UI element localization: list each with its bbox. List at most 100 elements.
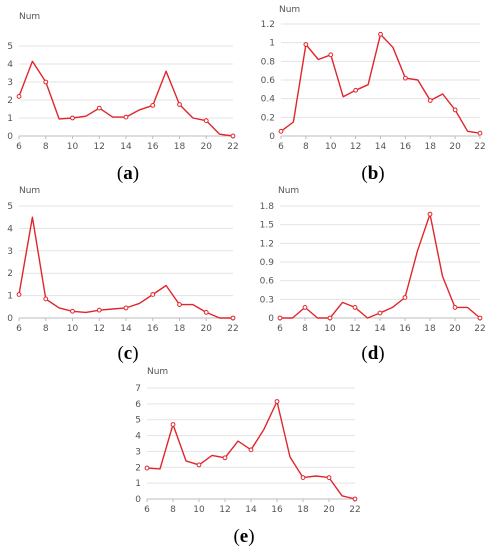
panel-caption: (a) xyxy=(117,163,139,184)
grid-lines xyxy=(147,387,355,484)
y-axis-label: Num xyxy=(19,186,40,196)
x-tick-label: 22 xyxy=(349,505,360,515)
panel-caption-letter: a xyxy=(123,163,133,184)
data-point xyxy=(352,496,358,502)
data-point xyxy=(16,94,22,99)
y-axis-label: Num xyxy=(19,12,40,22)
x-tick-label: 18 xyxy=(424,324,436,334)
data-point xyxy=(377,310,383,316)
x-tick-label: 8 xyxy=(303,142,309,152)
x-tick-label: 10 xyxy=(67,142,79,152)
x-tick-label: 8 xyxy=(170,505,176,515)
panel-caption-letter: e xyxy=(240,526,248,547)
data-point xyxy=(278,128,284,134)
axes xyxy=(18,135,234,139)
x-tick-label: 22 xyxy=(474,142,485,152)
chart-panel-d: Num 00.30.60.91.21.51.86 8 10 12 14 16 18 20 22 … xyxy=(260,186,486,364)
y-tick-label: 1 xyxy=(269,39,275,49)
y-tick-label: 0.6 xyxy=(260,277,275,287)
x-tick-label: 14 xyxy=(245,505,257,515)
x-tick-label: 20 xyxy=(449,324,461,334)
x-tick-label: 6 xyxy=(277,324,283,334)
data-point xyxy=(177,102,182,107)
data-point xyxy=(477,315,483,321)
data-point xyxy=(123,305,129,311)
grid-lines xyxy=(19,205,233,297)
panel-caption-letter: d xyxy=(368,343,379,364)
data-point xyxy=(277,315,283,321)
panel-caption-letter: c xyxy=(124,343,132,364)
data-point xyxy=(230,133,236,139)
x-tick-label: 22 xyxy=(474,324,485,334)
axes xyxy=(18,317,234,321)
data-point xyxy=(170,422,176,427)
y-tick-label: 5 xyxy=(7,42,13,52)
y-tick-label: 3 xyxy=(135,447,141,457)
x-tick-label: 22 xyxy=(227,142,238,152)
tick-labels: 0 0.2 0.4 0.6 0.8 1 1.2 6 8 10 12 14 16 18 20 22 xyxy=(261,20,486,152)
data-point xyxy=(230,315,236,321)
data-point xyxy=(302,305,308,310)
data-point xyxy=(427,98,433,103)
y-tick-label: 3 xyxy=(7,247,13,257)
x-tick-label: 6 xyxy=(144,505,150,515)
grid-lines xyxy=(19,45,233,119)
x-tick-label: 12 xyxy=(219,505,230,515)
series-line xyxy=(280,213,481,319)
data-point xyxy=(43,79,49,85)
y-tick-label: 1.2 xyxy=(261,20,275,30)
y-tick-label: 0 xyxy=(7,314,13,324)
y-axis-label: Num xyxy=(278,186,299,196)
x-tick-label: 6 xyxy=(16,142,22,152)
x-tick-label: 16 xyxy=(271,505,283,515)
x-tick-label: 6 xyxy=(16,324,22,334)
data-point xyxy=(300,475,306,480)
x-tick-label: 14 xyxy=(120,324,132,334)
y-tick-label: 5 xyxy=(135,416,141,426)
data-point xyxy=(43,296,49,302)
panel-caption: (b) xyxy=(361,163,384,184)
data-point xyxy=(353,87,359,93)
tick-labels: 0 0.3 0.6 0.9 1.2 1.5 1.8 6 8 10 12 14 16 18 20 22 xyxy=(260,202,486,334)
series-line xyxy=(18,216,233,319)
x-tick-label: 18 xyxy=(174,324,186,334)
panel-caption-letter: b xyxy=(368,163,379,184)
data-point xyxy=(402,295,408,300)
data-point xyxy=(150,103,156,108)
data-point xyxy=(326,475,332,480)
data-point xyxy=(303,42,309,47)
x-tick-label: 10 xyxy=(193,505,205,515)
x-tick-label: 16 xyxy=(147,324,159,334)
y-tick-label: 0.3 xyxy=(260,295,274,305)
y-tick-label: 0.4 xyxy=(261,95,276,105)
y-tick-label: 0.6 xyxy=(261,76,276,86)
x-tick-label: 20 xyxy=(201,142,213,152)
data-point xyxy=(96,105,102,111)
data-point xyxy=(248,447,254,453)
y-tick-label: 2 xyxy=(7,96,13,106)
data-series xyxy=(277,211,483,321)
x-tick-label: 12 xyxy=(349,324,360,334)
y-tick-label: 0 xyxy=(7,132,13,142)
data-point xyxy=(477,130,483,136)
y-tick-label: 0 xyxy=(135,495,141,505)
y-tick-label: 3 xyxy=(7,78,13,88)
y-tick-label: 0.2 xyxy=(261,113,275,123)
x-tick-label: 12 xyxy=(94,142,105,152)
y-tick-label: 1.5 xyxy=(260,221,274,231)
x-tick-label: 8 xyxy=(43,324,49,334)
y-tick-label: 6 xyxy=(135,400,141,410)
y-tick-label: 4 xyxy=(7,60,13,70)
panel-caption: (c) xyxy=(117,343,138,364)
x-tick-label: 18 xyxy=(174,142,186,152)
data-point xyxy=(274,399,280,404)
data-series xyxy=(16,216,236,321)
x-tick-label: 14 xyxy=(120,142,132,152)
y-tick-label: 0.8 xyxy=(261,57,276,67)
